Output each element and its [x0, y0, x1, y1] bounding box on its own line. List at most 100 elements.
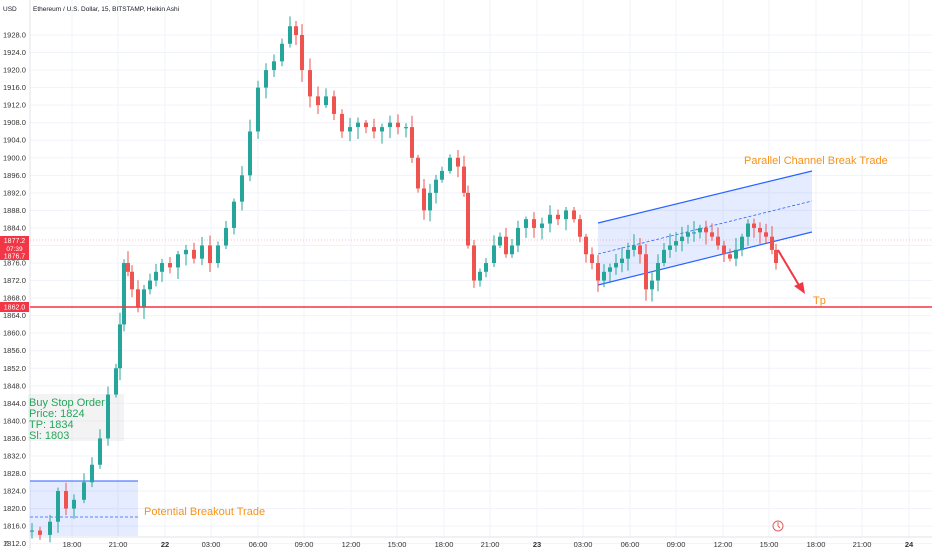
candle	[668, 233, 672, 258]
candle	[602, 264, 606, 288]
candle	[650, 272, 654, 302]
candle-body	[710, 232, 714, 237]
y-tick-label: 1816.0	[3, 522, 26, 531]
time-axis[interactable]: 18:00 21:00 22 03:00 06:00 09:00 12:00 15:00 18:…	[30, 536, 932, 549]
candle-body	[734, 249, 738, 259]
candle-body	[404, 127, 408, 129]
candle	[422, 179, 426, 220]
candle	[722, 240, 726, 262]
candle-body	[704, 227, 708, 233]
candle	[106, 386, 110, 446]
candle-body	[372, 127, 376, 132]
candle	[348, 117, 352, 142]
candle-body	[556, 214, 560, 220]
candle	[130, 265, 134, 298]
candle	[492, 235, 496, 267]
candle	[774, 243, 778, 270]
candle-body	[364, 122, 368, 128]
candle-body	[294, 26, 298, 35]
candle-body	[746, 223, 750, 237]
candle-body	[208, 245, 212, 264]
candle	[38, 526, 42, 540]
candle	[556, 209, 560, 226]
candle-body	[416, 157, 420, 189]
candle	[540, 217, 544, 240]
candle-body	[82, 482, 86, 500]
candle-body	[456, 157, 460, 167]
candle	[498, 232, 502, 249]
candle-body	[626, 249, 630, 259]
candle	[584, 233, 588, 263]
candle	[680, 226, 684, 252]
candle-body	[692, 232, 696, 234]
order-line-4: Sl: 1803	[29, 430, 69, 442]
candle-body	[716, 236, 720, 246]
x-tick-label: 06:00	[621, 540, 640, 549]
y-tick-label: 1920.0	[3, 66, 26, 75]
candle	[632, 234, 636, 257]
candle-body	[698, 227, 702, 233]
tp-arrow	[777, 249, 805, 294]
candle-body	[410, 127, 414, 158]
x-tick-label: 06:00	[249, 540, 268, 549]
x-tick-label: 12:00	[714, 540, 733, 549]
channel-label: Parallel Channel Break Trade	[744, 155, 888, 167]
currency-label: USD	[3, 6, 17, 13]
candle	[404, 123, 408, 138]
candle	[232, 198, 236, 235]
candle-body	[232, 201, 236, 228]
candle	[56, 487, 60, 533]
candle-body	[240, 175, 244, 202]
candle	[184, 244, 188, 266]
y-tick-label: 1860.0	[3, 329, 26, 338]
candle	[200, 237, 204, 266]
candle	[710, 223, 714, 241]
candle	[240, 166, 244, 211]
y-tick-label: 1916.0	[3, 83, 26, 92]
candle-body	[72, 499, 76, 509]
candle	[148, 273, 152, 295]
y-tick-label: 1828.0	[3, 469, 26, 478]
candle-body	[632, 245, 636, 250]
candle-body	[280, 43, 284, 62]
candle-body	[130, 271, 134, 290]
candle-body	[564, 210, 568, 220]
candle-body	[510, 245, 514, 255]
candle-body	[516, 227, 520, 246]
candle-body	[98, 438, 102, 465]
x-tick-label: 09:00	[295, 540, 314, 549]
y-tick-label: 1888.0	[3, 206, 26, 215]
candle-body	[126, 263, 130, 272]
candle	[126, 251, 130, 277]
candle-body	[498, 236, 502, 246]
candle	[294, 20, 298, 46]
y-tick-label: 1908.0	[3, 118, 26, 127]
candle	[564, 207, 568, 231]
candle-body	[332, 96, 336, 114]
candle-body	[662, 249, 666, 264]
clock-icon[interactable]	[772, 520, 784, 532]
candle-body	[620, 258, 624, 264]
y-tick-label: 1832.0	[3, 451, 26, 460]
candle	[698, 224, 702, 239]
candle-body	[614, 263, 618, 268]
candle	[746, 219, 750, 246]
candle	[168, 256, 172, 274]
candle-body	[434, 179, 438, 193]
candle-body	[752, 223, 756, 228]
candle	[734, 237, 738, 267]
price-axis[interactable]: 1928.0 1924.0 1920.0 1916.0 1912.0 1908.0 1904…	[3, 0, 31, 550]
candle	[272, 54, 276, 77]
candle-body	[728, 254, 732, 259]
candle	[216, 241, 220, 268]
candle-body	[532, 219, 536, 228]
candle-body	[472, 245, 476, 281]
order-line-1: Buy Stop Order	[29, 397, 105, 409]
svg-text:1876.7: 1876.7	[4, 254, 26, 261]
candle	[280, 38, 284, 67]
candle	[90, 457, 94, 488]
candle-body	[122, 263, 126, 325]
candles	[30, 16, 778, 543]
candle-body	[114, 368, 118, 395]
